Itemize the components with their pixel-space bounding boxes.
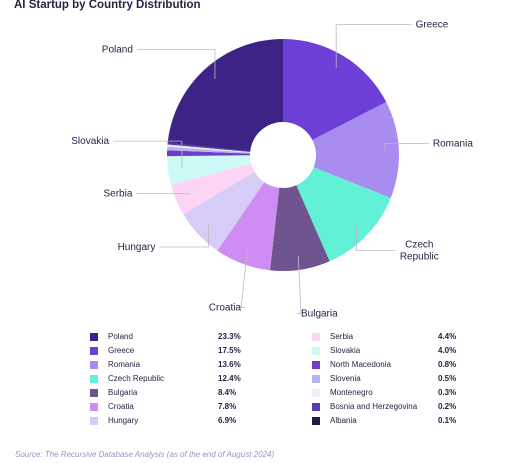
legend-item-bulgaria: Bulgaria 8.4%	[90, 386, 245, 400]
legend-item-romania: Romania 13.6%	[90, 358, 245, 372]
legend-item-croatia: Croatia 7.8%	[90, 400, 245, 414]
legend-value: 0.1%	[438, 416, 457, 425]
slice-greece	[283, 39, 387, 140]
leader-bulgaria	[296, 255, 302, 315]
legend-item-bosnia-and-herzegovina: Bosnia and Herzegovina 0.2%	[312, 400, 462, 414]
legend-label: Bulgaria	[108, 388, 138, 397]
legend-swatch	[312, 389, 320, 397]
legend-item-slovakia: Slovakia 4.0%	[312, 344, 462, 358]
legend-swatch	[312, 347, 320, 355]
legend-item-slovenia: Slovenia 0.5%	[312, 372, 462, 386]
leader-croatia	[240, 250, 248, 308]
leader-serbia	[136, 193, 190, 195]
legend-value: 0.2%	[438, 402, 457, 411]
leader-poland	[136, 49, 216, 80]
leader-hungary	[159, 224, 209, 248]
legend-label: Romania	[108, 360, 141, 369]
legend-item-poland: Poland 23.3%	[90, 330, 245, 344]
legend-swatch	[90, 417, 98, 425]
legend-swatch	[312, 417, 320, 425]
legend-swatch	[90, 403, 98, 411]
legend-swatch	[90, 361, 98, 369]
source-note: Source: The Recursive Database Analysis …	[15, 450, 275, 459]
slice-bulgaria	[269, 185, 330, 271]
leader-romania	[384, 142, 429, 151]
legend-label: Hungary	[108, 416, 139, 425]
legend-label: Poland	[108, 332, 133, 341]
slice-slovakia	[167, 155, 252, 185]
slice-label-czech-republic-2: Republic	[400, 251, 439, 262]
slice-label-hungary: Hungary	[118, 242, 156, 253]
slice-albania	[167, 142, 251, 152]
slice-label-poland: Poland	[102, 45, 133, 56]
legend-swatch	[90, 347, 98, 355]
slice-serbia	[170, 163, 255, 215]
legend-value: 0.5%	[438, 374, 457, 383]
leader-greece	[335, 24, 412, 68]
legend-value: 0.3%	[438, 388, 457, 397]
legend-column-left: Poland 23.3% Greece 17.5% Romania 13.6% Czech …	[90, 330, 245, 428]
legend-value: 7.8%	[218, 402, 237, 411]
legend-swatch	[312, 333, 320, 341]
legend-label: Albania	[330, 416, 357, 425]
legend-label: Czech Republic	[108, 374, 165, 383]
legend-label: Slovakia	[330, 346, 361, 355]
slice-label-croatia: Croatia	[209, 302, 242, 313]
slice-poland	[167, 39, 283, 152]
legend-value: 6.9%	[218, 416, 237, 425]
legend-item-czech-republic: Czech Republic 12.4%	[90, 372, 245, 386]
slice-romania	[312, 102, 399, 198]
slice-montenegro	[167, 144, 251, 153]
legend-item-hungary: Hungary 6.9%	[90, 414, 245, 428]
slice-croatia	[217, 182, 280, 271]
legend-swatch	[90, 375, 98, 383]
slice-bosnia-and-herzegovina	[167, 143, 251, 153]
legend-label: Croatia	[108, 402, 134, 411]
legend-label: Serbia	[330, 332, 354, 341]
legend-item-serbia: Serbia 4.4%	[312, 330, 462, 344]
slice-slovenia	[167, 146, 251, 154]
legend-swatch	[312, 403, 320, 411]
slice-hungary	[183, 171, 265, 251]
slice-north-macedonia	[166, 150, 251, 157]
legend-swatch	[90, 389, 98, 397]
legend-label: Montenegro	[330, 388, 373, 397]
slice-label-greece: Greece	[416, 20, 449, 31]
donut-slices	[166, 39, 399, 271]
leader-slovakia	[113, 140, 183, 169]
legend-label: Greece	[108, 346, 135, 355]
legend-value: 23.3%	[218, 332, 241, 341]
legend-value: 4.0%	[438, 346, 457, 355]
label-leader-lines	[113, 24, 429, 315]
legend-swatch	[90, 333, 98, 341]
legend-item-albania: Albania 0.1%	[312, 414, 462, 428]
legend-label: Bosnia and Herzegovina	[330, 402, 418, 411]
slice-czech-republic	[296, 167, 391, 262]
legend-label: Slovenia	[330, 374, 361, 383]
legend-value: 4.4%	[438, 332, 457, 341]
slice-label-slovakia: Slovakia	[71, 136, 109, 147]
legend-swatch	[312, 361, 320, 369]
slice-label-serbia: Serbia	[103, 189, 132, 200]
legend-value: 13.6%	[218, 360, 241, 369]
legend-column-right: Serbia 4.4% Slovakia 4.0% North Macedonia 0.8…	[312, 330, 462, 428]
chart-title: AI Startup by Country Distribution	[14, 0, 201, 11]
slice-label-bulgaria: Bulgaria	[301, 309, 338, 320]
legend-item-greece: Greece 17.5%	[90, 344, 245, 358]
legend-swatch	[312, 375, 320, 383]
legend-label: North Macedonia	[330, 360, 391, 369]
legend-item-montenegro: Montenegro 0.3%	[312, 386, 462, 400]
legend-value: 17.5%	[218, 346, 241, 355]
slice-label-czech-republic-1: Czech	[405, 239, 433, 250]
legend-item-north-macedonia: North Macedonia 0.8%	[312, 358, 462, 372]
legend-value: 8.4%	[218, 388, 237, 397]
slice-label-romania: Romania	[433, 138, 473, 149]
legend-value: 0.8%	[438, 360, 457, 369]
legend-value: 12.4%	[218, 374, 241, 383]
leader-czech-republic	[355, 225, 396, 251]
